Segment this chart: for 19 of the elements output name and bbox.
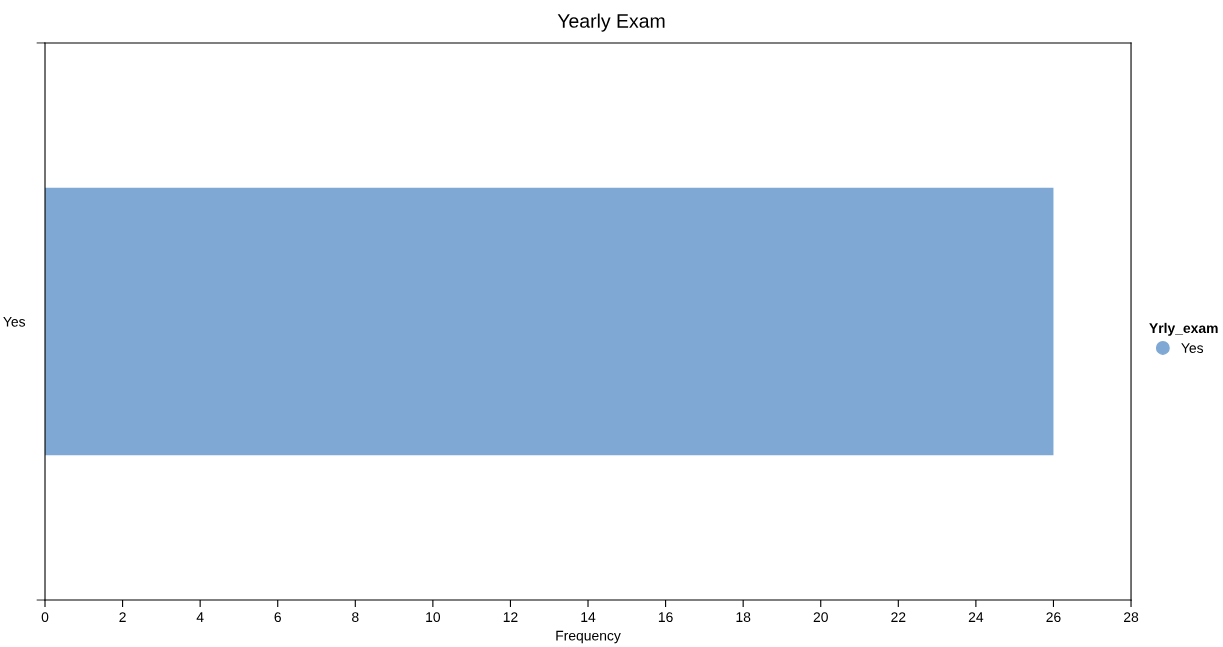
- x-tick-label: 16: [658, 612, 673, 623]
- x-tick-label: 2: [119, 612, 126, 622]
- x-tick-label: 22: [891, 612, 906, 622]
- x-tick-label: 14: [581, 612, 596, 622]
- x-tick-label: 0: [41, 612, 49, 623]
- x-tick-label: 20: [813, 612, 828, 623]
- chart-title: Yearly Exam: [557, 13, 665, 32]
- x-axis-title: Frequency: [556, 630, 621, 644]
- x-tick-label: 10: [426, 612, 441, 623]
- x-tick-label: 18: [736, 612, 751, 623]
- x-tick-label: 24: [968, 612, 984, 622]
- x-tick-label: 6: [274, 612, 281, 623]
- x-tick-label: 4: [196, 612, 204, 622]
- legend-title: Yrly_exam: [1149, 322, 1218, 336]
- legend-label: Yes: [1181, 343, 1204, 353]
- x-tick-label: 26: [1046, 612, 1061, 623]
- x-tick-label: 28: [1124, 612, 1139, 623]
- x-tick-label: 12: [503, 612, 518, 622]
- x-tick-label: 8: [352, 612, 359, 623]
